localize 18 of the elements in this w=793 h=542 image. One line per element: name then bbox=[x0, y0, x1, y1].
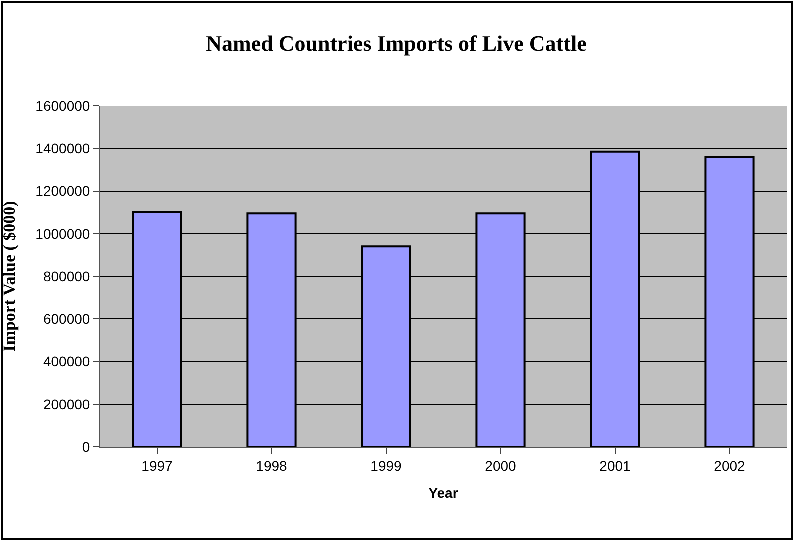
y-tick-label: 1200000 bbox=[36, 183, 90, 200]
y-tick-label: 400000 bbox=[43, 354, 90, 370]
x-axis-title: Year bbox=[428, 485, 459, 502]
y-tick-label: 1000000 bbox=[36, 226, 90, 242]
y-tick-label: 800000 bbox=[43, 268, 90, 284]
x-tick-label: 1999 bbox=[370, 458, 402, 474]
y-axis-title: Import Value ( $000) bbox=[0, 201, 20, 352]
x-tick-label: 2000 bbox=[485, 458, 517, 474]
y-tick-label: 0 bbox=[82, 438, 90, 455]
y-tick-label: 1600000 bbox=[36, 98, 90, 114]
chart-title: Named Countries Imports of Live Cattle bbox=[206, 31, 588, 56]
y-tick-label: 600000 bbox=[43, 311, 90, 328]
x-tick-label: 2002 bbox=[714, 458, 746, 474]
y-tick-label: 1400000 bbox=[36, 140, 90, 157]
x-tick-label: 1997 bbox=[142, 458, 174, 474]
x-tick-label: 1998 bbox=[256, 458, 288, 474]
y-tick-label: 200000 bbox=[43, 396, 90, 412]
x-tick-label: 2001 bbox=[600, 458, 632, 474]
